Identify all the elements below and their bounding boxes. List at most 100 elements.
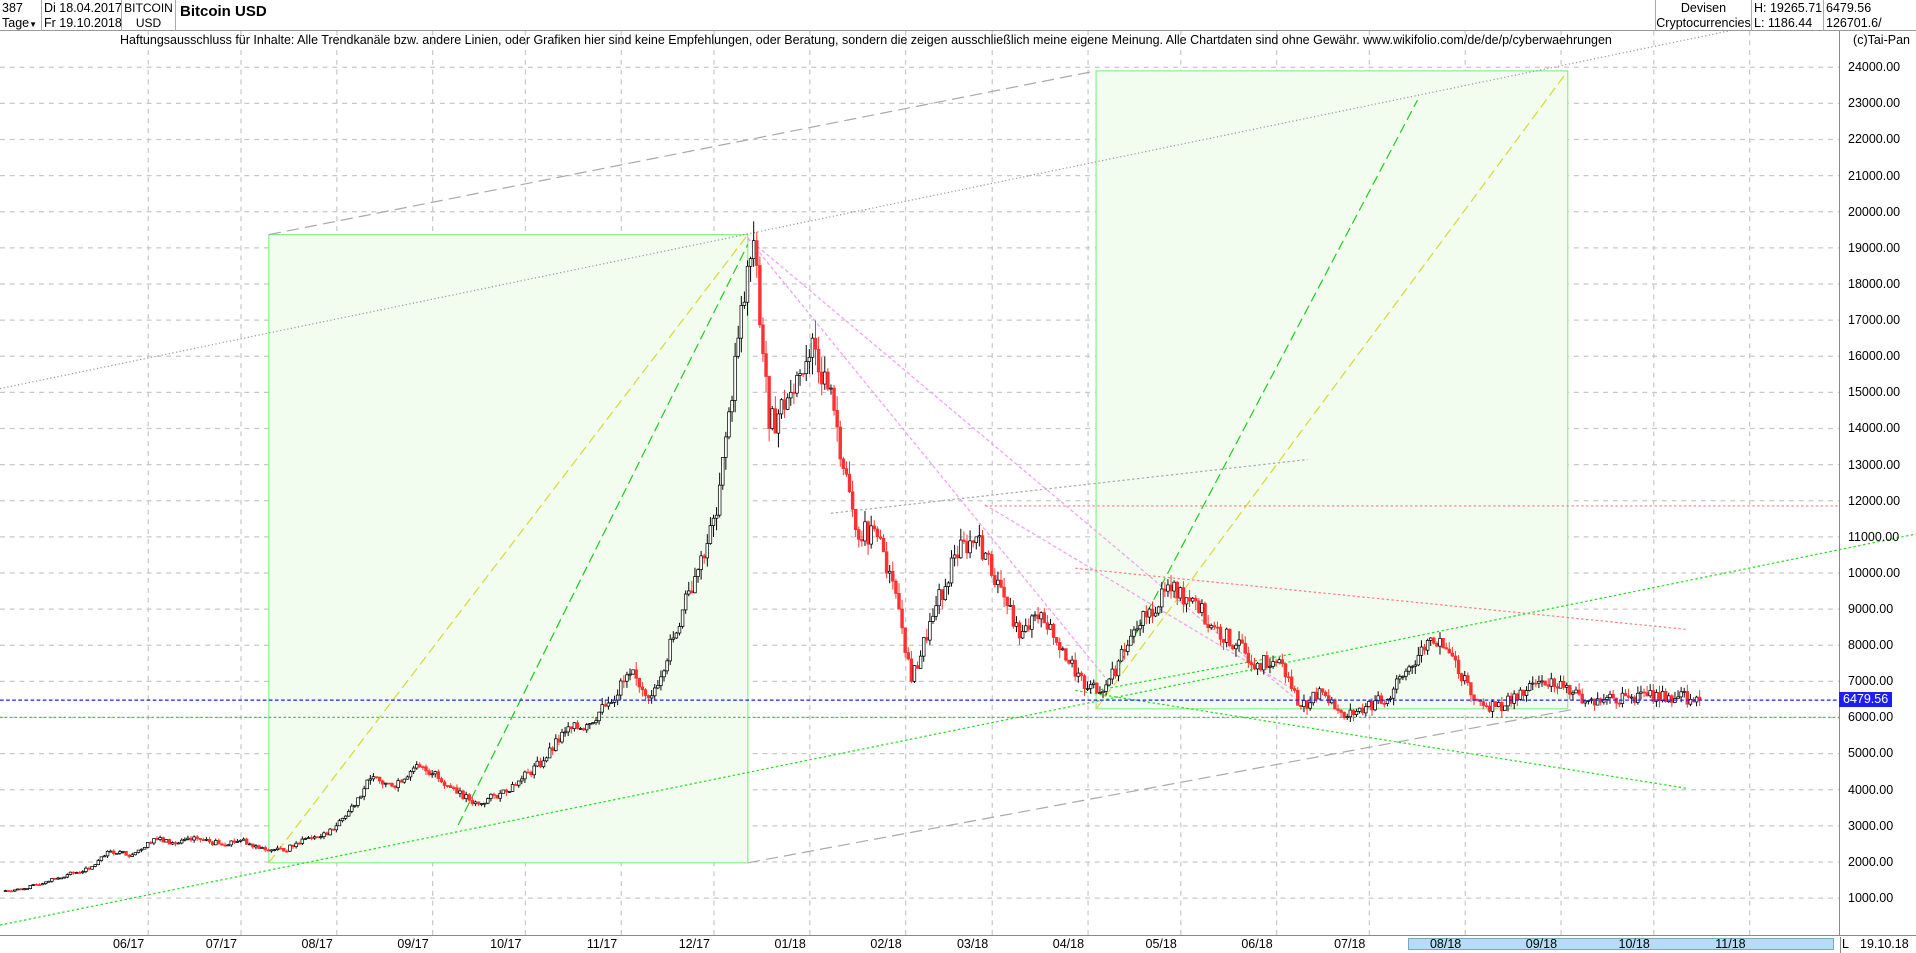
candle-body	[1388, 697, 1393, 700]
time-tick-label: 09/18	[1525, 937, 1558, 951]
candle-body	[1385, 699, 1390, 704]
candle-body	[1197, 600, 1201, 613]
candle	[152, 838, 156, 846]
candle	[532, 763, 536, 779]
candle-body	[903, 627, 907, 653]
candle	[1061, 646, 1065, 651]
symbol: BITCOIN USD	[122, 0, 176, 31]
candle	[628, 668, 632, 681]
candle-body	[507, 791, 512, 793]
candle-body	[62, 876, 66, 879]
candle	[792, 383, 796, 405]
candle	[1203, 601, 1207, 625]
candle-body	[1045, 622, 1050, 630]
candle-body	[887, 570, 892, 574]
price-tick-label: 3000.00	[1848, 818, 1894, 833]
candle-body	[1459, 673, 1464, 682]
candle	[949, 550, 954, 587]
candle-body	[1166, 584, 1170, 592]
candle	[517, 780, 521, 788]
time-tick-label: 12/17	[678, 937, 710, 951]
candle	[136, 849, 141, 854]
candle-body	[928, 621, 932, 641]
candle	[458, 787, 462, 798]
candle	[102, 854, 107, 858]
candle-body	[721, 457, 725, 486]
candle-body	[1475, 699, 1479, 701]
candle	[1364, 703, 1368, 717]
candle-body	[946, 582, 951, 587]
count-selector[interactable]: 387 Tage▼	[0, 0, 42, 31]
long-trend-dotted-grey	[0, 18, 1785, 390]
candle	[597, 711, 601, 725]
candle	[325, 831, 329, 836]
candle	[1673, 691, 1677, 704]
date-from: Di 18.04.2017	[44, 1, 122, 15]
candle	[1336, 704, 1340, 714]
candle-body	[628, 673, 632, 676]
candle	[220, 842, 224, 846]
candle	[241, 837, 246, 841]
candle	[142, 846, 147, 850]
candle-body	[411, 767, 416, 772]
candle-body	[779, 399, 784, 415]
candle	[687, 581, 691, 597]
candle	[13, 889, 17, 893]
candle-body	[1354, 711, 1359, 715]
candle	[578, 726, 583, 731]
candle	[62, 876, 66, 879]
scroll-marker[interactable]: L	[1842, 937, 1849, 951]
candle	[164, 839, 169, 843]
price-axis[interactable]	[1839, 31, 1916, 935]
candle-body	[1339, 710, 1343, 713]
scroll-range-bar[interactable]	[1408, 938, 1834, 950]
candle-body	[767, 376, 771, 429]
candle	[1240, 633, 1244, 644]
candle-body	[118, 851, 122, 854]
candle	[677, 622, 682, 636]
candle	[1323, 690, 1328, 698]
candle	[192, 835, 196, 843]
date-range[interactable]: Di 18.04.2017 Fr 19.10.2018	[42, 0, 122, 31]
candle-body	[761, 324, 765, 355]
candle-body	[176, 842, 181, 845]
candle-body	[1642, 691, 1646, 694]
candle	[387, 782, 391, 785]
candle	[180, 838, 184, 845]
candle	[269, 849, 274, 853]
candle	[1447, 642, 1451, 654]
candle-body	[1058, 642, 1062, 651]
candle	[1048, 618, 1053, 630]
candle-body	[1175, 581, 1179, 599]
candle	[974, 536, 978, 550]
candle	[6, 889, 11, 892]
candle	[1663, 688, 1668, 703]
candle-body	[13, 889, 17, 892]
candle	[659, 670, 663, 691]
candle-body	[1404, 670, 1408, 677]
candle	[1469, 682, 1473, 702]
candle-body	[572, 722, 577, 730]
candle-body	[1574, 689, 1578, 694]
candle-body	[526, 771, 530, 774]
candle	[844, 461, 849, 477]
candle-body	[1503, 705, 1507, 712]
candle-body	[1552, 678, 1557, 688]
candle-body	[785, 397, 790, 410]
candle	[1450, 646, 1455, 658]
candle-body	[1311, 691, 1315, 704]
candle	[1150, 601, 1155, 624]
candle	[544, 756, 549, 763]
candle-body	[1051, 623, 1056, 638]
candle-body	[3, 890, 8, 892]
candle-body	[671, 637, 676, 640]
candle-body	[736, 337, 740, 357]
candle	[1629, 694, 1634, 704]
candle-body	[1651, 690, 1656, 702]
candle	[483, 802, 487, 808]
candle-body	[1648, 690, 1652, 697]
time-axis[interactable]: 06/17 07/17 08/17 09/17 10/17 11/17 12/17 01/18…	[0, 935, 1916, 953]
candle	[1135, 620, 1139, 633]
period-selector[interactable]: Tage▼	[2, 16, 39, 31]
